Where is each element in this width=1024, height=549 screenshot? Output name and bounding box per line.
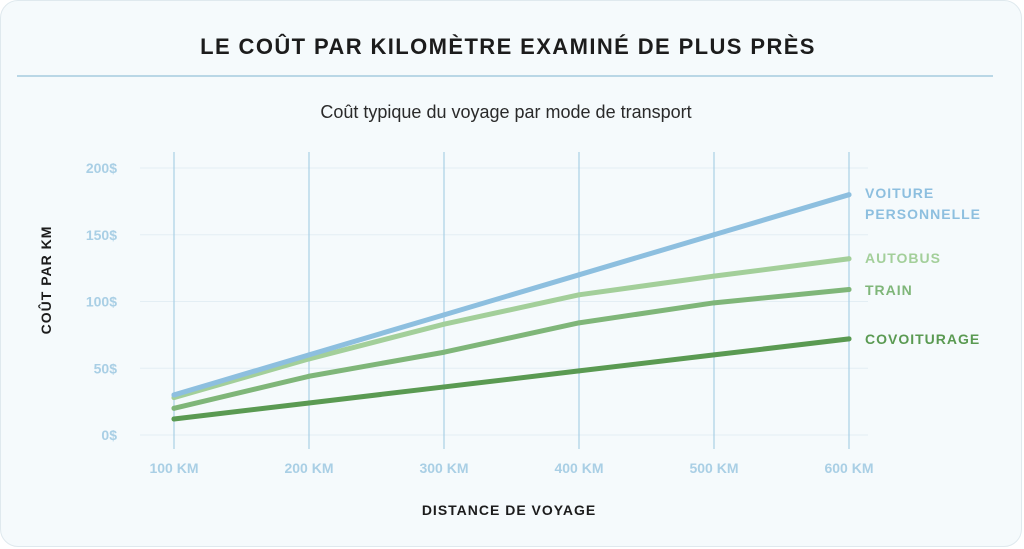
data-point-covoiturage [171, 416, 177, 422]
title-divider [17, 75, 993, 77]
data-point-train [711, 300, 717, 306]
data-point-voiture [576, 272, 582, 278]
data-point-voiture [711, 232, 717, 238]
x-tick-label: 500 KM [689, 460, 738, 476]
page-title: LE COÛT PAR KILOMÈTRE EXAMINÉ DE PLUS PR… [200, 34, 816, 59]
series-label-line: AUTOBUS [865, 250, 941, 266]
x-tick-label: 600 KM [824, 460, 873, 476]
series-label-line: PERSONNELLE [865, 206, 981, 222]
series-label-line: VOITURE [865, 185, 934, 201]
data-point-voiture [846, 192, 852, 198]
x-tick-label: 300 KM [419, 460, 468, 476]
y-tick-label: 150$ [86, 227, 117, 243]
data-point-autobus [711, 273, 717, 279]
data-point-train [576, 320, 582, 326]
x-axis-title: DISTANCE DE VOYAGE [422, 502, 596, 518]
series-line-autobus [171, 256, 852, 401]
data-point-voiture [171, 392, 177, 398]
x-tick-label: 100 KM [149, 460, 198, 476]
y-tick-label: 50$ [94, 360, 118, 376]
data-point-autobus [441, 321, 447, 327]
data-point-covoiturage [846, 336, 852, 342]
chart-subtitle: Coût typique du voyage par mode de trans… [320, 102, 692, 122]
x-tick-label: 400 KM [554, 460, 603, 476]
y-tick-label: 100$ [86, 294, 117, 310]
data-point-voiture [306, 352, 312, 358]
data-point-voiture [441, 312, 447, 318]
data-point-train [171, 405, 177, 411]
data-point-covoiturage [441, 384, 447, 390]
series-label-train: TRAIN [865, 282, 913, 298]
y-tick-label: 0$ [101, 427, 117, 443]
data-point-covoiturage [576, 368, 582, 374]
data-point-autobus [576, 292, 582, 298]
series-label-autobus: AUTOBUS [865, 250, 941, 266]
data-point-covoiturage [306, 400, 312, 406]
series-label-line: TRAIN [865, 282, 913, 298]
series-line-voiture [171, 192, 852, 398]
data-point-autobus [846, 256, 852, 262]
y-axis-title: COÛT PAR KM [37, 226, 54, 335]
data-point-train [846, 286, 852, 292]
data-point-train [441, 349, 447, 355]
data-point-train [306, 373, 312, 379]
series-label-line: COVOITURAGE [865, 331, 980, 347]
data-point-covoiturage [711, 352, 717, 358]
series-line-covoiturage [171, 336, 852, 422]
series-label-voiture: VOITURE PERSONNELLE [865, 185, 981, 222]
series-line-train [171, 286, 852, 411]
series-label-covoiturage: COVOITURAGE [865, 331, 980, 347]
y-tick-label: 200$ [86, 160, 117, 176]
x-tick-label: 200 KM [284, 460, 333, 476]
